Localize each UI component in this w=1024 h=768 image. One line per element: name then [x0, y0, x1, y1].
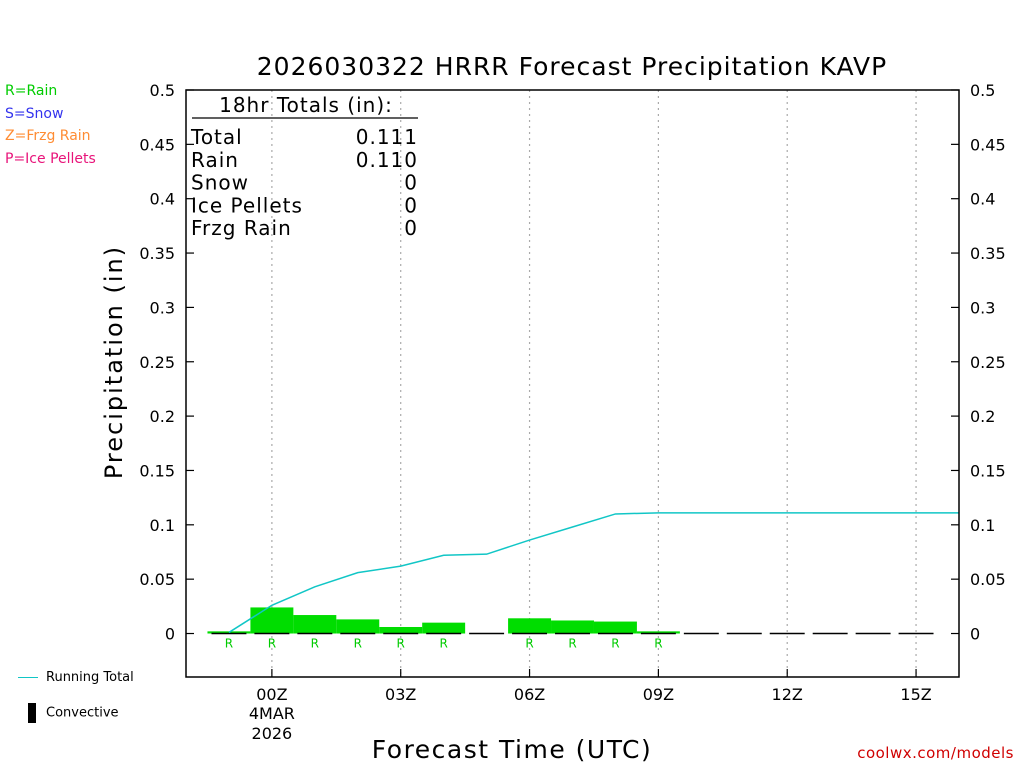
ptype-letter: R [397, 637, 405, 651]
x-tick-label: 00Z [256, 685, 287, 704]
totals-value: 0 [404, 216, 418, 240]
precip-bar [379, 626, 423, 634]
running-total-series [228, 512, 959, 634]
y-tick-label-left: 0 [165, 625, 175, 644]
y-axis-right: 0 0.05 0.1 0.15 0.2 0.25 0.3 0.35 0.4 0.45 0.5 [951, 81, 1006, 644]
precip-bar [250, 607, 294, 634]
totals-label: Total [190, 125, 243, 149]
precip-bar [551, 620, 594, 634]
y-tick-label-left: 0.1 [150, 516, 175, 535]
totals-value: 0 [404, 193, 418, 217]
y-tick-label-right: 0.45 [970, 135, 1006, 154]
precip-bar [293, 615, 337, 634]
totals-header: 18hr Totals (in): [219, 93, 393, 117]
ptype-legend: R=Rain S=Snow Z=Frzg Rain P=Ice Pellets [5, 80, 96, 170]
ptype-letter: R [439, 637, 447, 651]
y-tick-label-left: 0.45 [139, 135, 175, 154]
running-total-swatch [18, 677, 38, 678]
x-tick-year: 2026 [252, 724, 293, 743]
ptype-legend-item: S=Snow [5, 105, 64, 122]
totals-value: 0.110 [356, 148, 418, 172]
precip-bar [636, 631, 680, 634]
y-tick-label-left: 0.15 [139, 461, 175, 480]
y-tick-label-left: 0.5 [150, 81, 175, 100]
totals-value: 0 [404, 171, 418, 195]
y-tick-label-left: 0.4 [150, 190, 175, 209]
precip-bar [336, 619, 380, 634]
ptype-legend-item: R=Rain [5, 83, 58, 99]
plot-frame [185, 89, 960, 678]
y-tick-label-left: 0.2 [150, 407, 175, 426]
y-tick-label-right: 0.1 [970, 516, 995, 535]
y-tick-label-right: 0.4 [970, 190, 995, 209]
y-axis-label: Precipitation (in) [100, 245, 128, 479]
ptype-letter: R [654, 637, 662, 651]
x-tick-label: 12Z [772, 685, 803, 704]
convective-label: Convective [46, 705, 119, 721]
y-tick-label-right: 0.3 [970, 298, 995, 317]
precip-bar [593, 621, 637, 634]
ptype-letter: R [354, 637, 362, 651]
ptype-letter: R [311, 637, 319, 651]
chart-title: 2026030322 HRRR Forecast Precipitation K… [257, 52, 887, 81]
ptype-legend-item: P=Ice Pellets [5, 150, 96, 167]
precip-bars [207, 607, 938, 635]
running-total-label: Running Total [46, 670, 134, 685]
running-total-line [228, 512, 959, 634]
totals-value: 0.111 [356, 125, 418, 149]
ptype-letter: R [525, 637, 533, 651]
y-tick-label-left: 0.35 [139, 244, 175, 263]
ptype-letter: R [268, 637, 276, 651]
y-axis-left: 0 0.05 0.1 0.15 0.2 0.25 0.3 0.35 0.4 0.45 0.5 [139, 81, 194, 644]
x-axis-label: Forecast Time (UTC) [372, 735, 652, 764]
y-tick-label-right: 0.5 [970, 81, 995, 100]
totals-label: Ice Pellets [191, 193, 303, 217]
y-tick-label-left: 0.25 [139, 353, 175, 372]
totals-label: Frzg Rain [191, 216, 292, 240]
legend-running-total: Running Total [18, 670, 134, 685]
totals-box: 18hr Totals (in): Total 0.111 Rain 0.110 Snow… [190, 93, 418, 240]
legend-convective: Convective [28, 703, 119, 723]
y-tick-label-right: 0.05 [970, 570, 1006, 589]
y-tick-label-right: 0 [970, 625, 980, 644]
ptype-letter: R [568, 637, 576, 651]
x-tick-label: 06Z [514, 685, 545, 704]
y-tick-label-left: 0.05 [139, 570, 175, 589]
x-tick-label: 09Z [643, 685, 674, 704]
credit-text: coolwx.com/models [857, 744, 1014, 762]
y-tick-label-right: 0.15 [970, 461, 1006, 480]
y-tick-label-right: 0.25 [970, 353, 1006, 372]
convective-swatch [28, 703, 36, 723]
ptype-letter: R [225, 637, 233, 651]
y-tick-label-left: 0.3 [150, 298, 175, 317]
y-tick-label-right: 0.2 [970, 407, 995, 426]
precip-bar [508, 618, 552, 634]
ptype-letter: R [611, 637, 619, 651]
totals-label: Snow [191, 171, 249, 195]
precip-bar [422, 622, 466, 634]
x-tick-date: 4MAR [249, 704, 295, 723]
y-tick-label-right: 0.35 [970, 244, 1006, 263]
gridlines [271, 90, 917, 677]
x-tick-label: 03Z [385, 685, 416, 704]
totals-label: Rain [191, 148, 239, 172]
ptype-legend-item: Z=Frzg Rain [5, 128, 91, 144]
x-tick-label: 15Z [900, 685, 931, 704]
